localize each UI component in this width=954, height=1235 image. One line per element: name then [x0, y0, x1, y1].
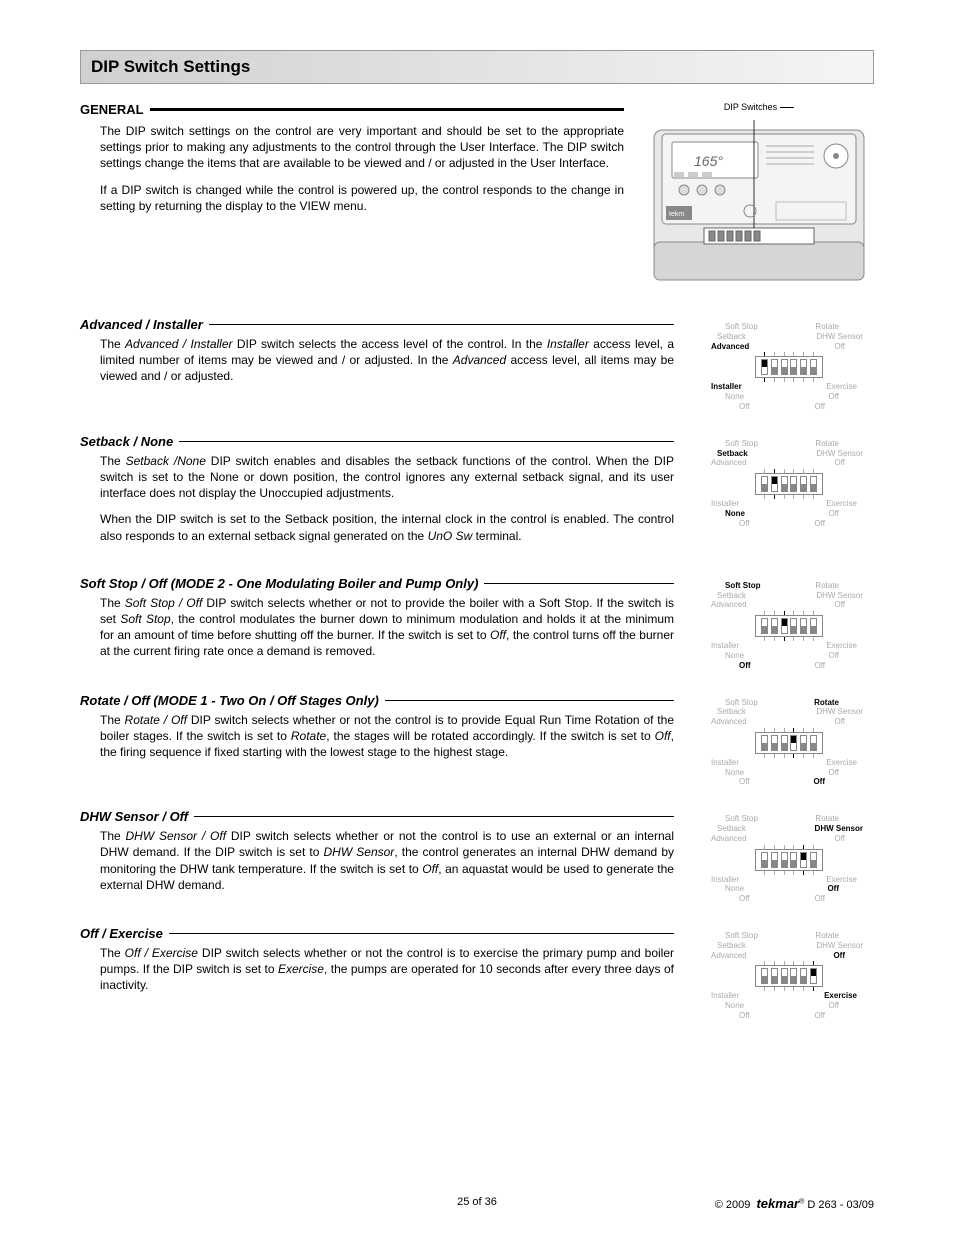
general-p2: If a DIP switch is changed while the con… — [100, 182, 624, 214]
dip-switch-box — [755, 732, 823, 754]
section-paragraph: The Rotate / Off DIP switch selects whet… — [100, 712, 674, 761]
footer-right: © 2009 tekmar® D 263 - 03/09 — [715, 1196, 874, 1211]
dip-switch-box — [755, 615, 823, 637]
product-illustration-column: DIP Switches 165° — [644, 102, 874, 297]
section-diagram: Soft StopRotateSetbackDHW SensorAdvanced… — [704, 809, 874, 904]
product-leader: DIP Switches — [644, 102, 874, 112]
section-heading: Rotate / Off (MODE 1 - Two On / Off Stag… — [80, 693, 674, 708]
section-diagram: Soft StopRotateSetbackDHW SensorAdvanced… — [704, 693, 874, 788]
section-paragraph: The Setback /None DIP switch enables and… — [100, 453, 674, 502]
brand-logo: tekmar — [756, 1196, 799, 1211]
dip-switch-box — [755, 965, 823, 987]
doc-id: D 263 - 03/09 — [804, 1199, 874, 1211]
section-text: Setback / None The Setback /None DIP swit… — [80, 434, 674, 554]
product-illustration: 165° tekm — [644, 112, 874, 292]
page-title: DIP Switch Settings — [91, 57, 250, 76]
dip-switch-diagram: Soft StopRotateSetbackDHW SensorAdvanced… — [709, 932, 869, 1021]
section-row: Off / Exercise The Off / Exercise DIP swi… — [80, 926, 874, 1021]
section-paragraph: The DHW Sensor / Off DIP switch selects … — [100, 828, 674, 893]
section-row: Soft Stop / Off (MODE 2 - One Modulating… — [80, 576, 874, 671]
section-text: Off / Exercise The Off / Exercise DIP swi… — [80, 926, 674, 1004]
page-number: 25 of 36 — [457, 1196, 497, 1208]
dip-switch-box — [755, 356, 823, 378]
general-heading: GENERAL — [80, 102, 624, 117]
section-row: Rotate / Off (MODE 1 - Two On / Off Stag… — [80, 693, 874, 788]
section-heading: Setback / None — [80, 434, 674, 449]
section-paragraph: The Off / Exercise DIP switch selects wh… — [100, 945, 674, 994]
dip-switch-box — [755, 849, 823, 871]
sections-container: Advanced / Installer The Advanced / Insta… — [80, 317, 874, 1021]
page-footer: 25 of 36 © 2009 tekmar® D 263 - 03/09 — [80, 1196, 874, 1211]
dip-switch-diagram: Soft StopRotateSetbackDHW SensorAdvanced… — [709, 815, 869, 904]
section-diagram: Soft StopRotateSetbackDHW SensorAdvanced… — [704, 317, 874, 412]
section-heading: Soft Stop / Off (MODE 2 - One Modulating… — [80, 576, 674, 591]
section-text: DHW Sensor / Off The DHW Sensor / Off DIP… — [80, 809, 674, 903]
section-heading: Advanced / Installer — [80, 317, 674, 332]
general-heading-label: GENERAL — [80, 102, 144, 117]
section-row: Advanced / Installer The Advanced / Insta… — [80, 317, 874, 412]
leader-line — [780, 107, 794, 108]
section-heading: Off / Exercise — [80, 926, 674, 941]
page-title-bar: DIP Switch Settings — [80, 50, 874, 84]
section-row: Setback / None The Setback /None DIP swit… — [80, 434, 874, 554]
section-text: Rotate / Off (MODE 1 - Two On / Off Stag… — [80, 693, 674, 771]
section-diagram: Soft StopRotateSetbackDHW SensorAdvanced… — [704, 926, 874, 1021]
section-heading: DHW Sensor / Off — [80, 809, 674, 824]
heading-rule — [150, 108, 624, 111]
section-text: Soft Stop / Off (MODE 2 - One Modulating… — [80, 576, 674, 670]
general-p1: The DIP switch settings on the control a… — [100, 123, 624, 172]
dip-switch-diagram: Soft StopRotateSetbackDHW SensorAdvanced… — [709, 582, 869, 671]
section-paragraph: The Soft Stop / Off DIP switch selects w… — [100, 595, 674, 660]
dip-switch-diagram: Soft StopRotateSetbackDHW SensorAdvanced… — [709, 440, 869, 529]
copyright: © 2009 — [715, 1199, 751, 1211]
section-paragraph: When the DIP switch is set to the Setbac… — [100, 511, 674, 543]
general-row: GENERAL The DIP switch settings on the c… — [80, 102, 874, 297]
dip-switch-diagram: Soft StopRotateSetbackDHW SensorAdvanced… — [709, 323, 869, 412]
section-text: Advanced / Installer The Advanced / Insta… — [80, 317, 674, 395]
svg-text:165°: 165° — [694, 153, 723, 169]
section-row: DHW Sensor / Off The DHW Sensor / Off DIP… — [80, 809, 874, 904]
section-diagram: Soft StopRotateSetbackDHW SensorAdvanced… — [704, 576, 874, 671]
dip-switch-box — [755, 473, 823, 495]
svg-text:tekm: tekm — [669, 211, 684, 218]
general-text-column: GENERAL The DIP switch settings on the c… — [80, 102, 624, 297]
section-diagram: Soft StopRotateSetbackDHW SensorAdvanced… — [704, 434, 874, 529]
section-paragraph: The Advanced / Installer DIP switch sele… — [100, 336, 674, 385]
product-label: DIP Switches — [724, 102, 777, 112]
dip-switch-diagram: Soft StopRotateSetbackDHW SensorAdvanced… — [709, 699, 869, 788]
